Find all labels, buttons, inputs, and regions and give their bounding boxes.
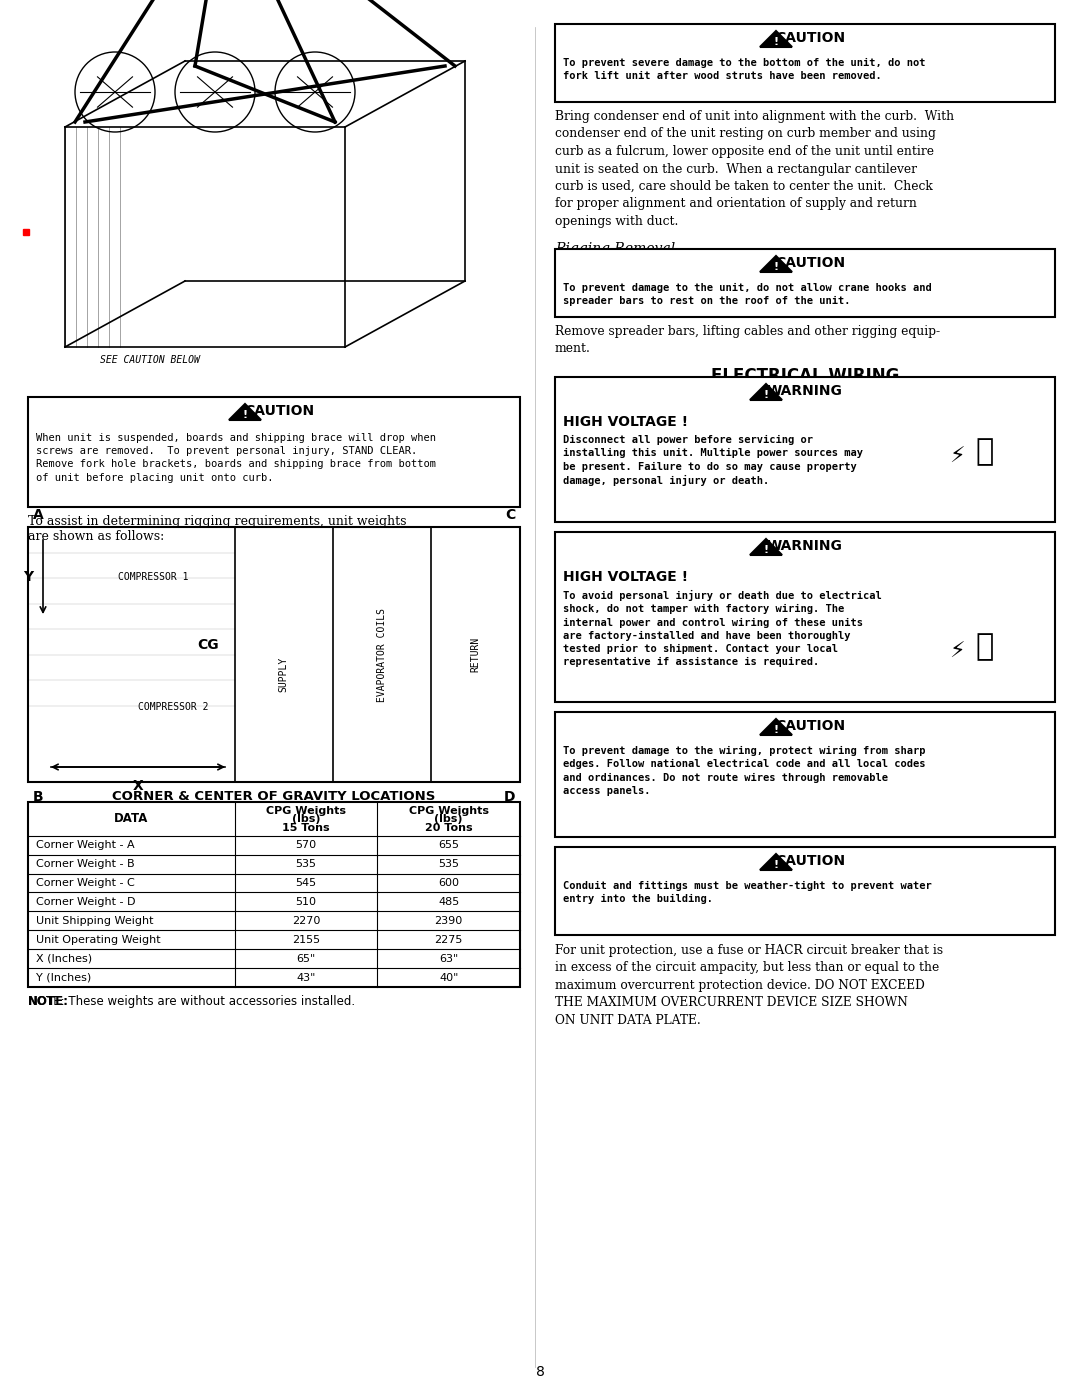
Polygon shape xyxy=(760,719,792,735)
Text: 570: 570 xyxy=(296,840,316,851)
Text: For unit protection, use a fuse or HACR circuit breaker that is
in excess of the: For unit protection, use a fuse or HACR … xyxy=(555,944,943,1027)
Text: CPG Weights: CPG Weights xyxy=(408,806,488,816)
Text: To assist in determining rigging requirements, unit weights
are shown as follows: To assist in determining rigging require… xyxy=(28,515,406,543)
Text: HIGH VOLTAGE !: HIGH VOLTAGE ! xyxy=(563,570,688,584)
Text: 40": 40" xyxy=(438,972,458,982)
Text: !: ! xyxy=(764,390,769,400)
Text: COMPRESSOR 1: COMPRESSOR 1 xyxy=(118,571,189,583)
Polygon shape xyxy=(760,31,792,47)
Bar xyxy=(28,527,519,782)
Text: ✋: ✋ xyxy=(976,633,994,662)
Text: Conduit and fittings must be weather-tight to prevent water
entry into the build: Conduit and fittings must be weather-tig… xyxy=(563,882,932,904)
Text: NOTE: These weights are without accessories installed.: NOTE: These weights are without accessor… xyxy=(28,995,355,1009)
Text: CG: CG xyxy=(197,638,218,652)
Bar xyxy=(28,397,519,507)
Text: 545: 545 xyxy=(296,879,316,888)
Text: CPG Weights: CPG Weights xyxy=(266,806,346,816)
Text: DATA: DATA xyxy=(114,813,149,826)
Text: 20 Tons: 20 Tons xyxy=(424,823,472,833)
Text: CAUTION: CAUTION xyxy=(775,31,845,45)
Text: WARNING: WARNING xyxy=(767,384,842,398)
Text: ELECTRICAL WIRING: ELECTRICAL WIRING xyxy=(711,367,900,386)
Text: Remove spreader bars, lifting cables and other rigging equip-
ment.: Remove spreader bars, lifting cables and… xyxy=(555,326,940,355)
Text: Corner Weight - C: Corner Weight - C xyxy=(36,879,135,888)
Polygon shape xyxy=(750,384,782,400)
Polygon shape xyxy=(229,404,261,420)
Text: Rigging Removal: Rigging Removal xyxy=(555,242,675,256)
Text: !: ! xyxy=(773,861,779,870)
Text: 65": 65" xyxy=(296,954,315,964)
Text: 8: 8 xyxy=(536,1365,544,1379)
Text: Disconnect all power before servicing or
installing this unit. Multiple power so: Disconnect all power before servicing or… xyxy=(563,434,863,486)
Text: 2390: 2390 xyxy=(434,916,463,926)
Text: 43": 43" xyxy=(296,972,315,982)
Text: RETURN: RETURN xyxy=(471,637,481,672)
Text: D: D xyxy=(503,789,515,805)
Text: ⚡: ⚡ xyxy=(949,447,964,467)
Text: 2275: 2275 xyxy=(434,935,463,944)
Text: X (Inches): X (Inches) xyxy=(36,954,92,964)
Text: 2155: 2155 xyxy=(292,935,320,944)
Text: 510: 510 xyxy=(296,897,316,907)
Text: Corner Weight - B: Corner Weight - B xyxy=(36,859,135,869)
Text: When unit is suspended, boards and shipping brace will drop when
screws are remo: When unit is suspended, boards and shipp… xyxy=(36,433,436,482)
Bar xyxy=(555,377,1055,522)
Polygon shape xyxy=(760,256,792,272)
Circle shape xyxy=(173,636,193,655)
Text: CAUTION: CAUTION xyxy=(775,256,845,270)
Text: 600: 600 xyxy=(438,879,459,888)
Text: !: ! xyxy=(773,725,779,735)
Text: Y (Inches): Y (Inches) xyxy=(36,972,91,982)
Text: To prevent damage to the wiring, protect wiring from sharp
edges. Follow nationa: To prevent damage to the wiring, protect… xyxy=(563,746,926,796)
Text: (lbs): (lbs) xyxy=(434,814,463,824)
Bar xyxy=(555,249,1055,317)
Text: 535: 535 xyxy=(438,859,459,869)
Text: Bring condenser end of unit into alignment with the curb.  With
condenser end of: Bring condenser end of unit into alignme… xyxy=(555,110,954,228)
Bar xyxy=(240,567,328,742)
Text: 63": 63" xyxy=(440,954,458,964)
Text: Corner Weight - D: Corner Weight - D xyxy=(36,897,135,907)
Text: SUPPLY: SUPPLY xyxy=(279,657,288,692)
Text: CAUTION: CAUTION xyxy=(244,404,314,418)
Polygon shape xyxy=(760,854,792,870)
Text: !: ! xyxy=(773,263,779,272)
Text: 535: 535 xyxy=(296,859,316,869)
Text: ⚡: ⚡ xyxy=(949,643,964,662)
Text: Unit Shipping Weight: Unit Shipping Weight xyxy=(36,916,153,926)
Text: Y: Y xyxy=(23,570,33,584)
Text: CAUTION: CAUTION xyxy=(775,719,845,733)
Bar xyxy=(555,532,1055,703)
Bar xyxy=(555,24,1055,102)
Text: NOTE:: NOTE: xyxy=(28,995,69,1009)
Text: 15 Tons: 15 Tons xyxy=(282,823,329,833)
Polygon shape xyxy=(750,539,782,555)
Text: !: ! xyxy=(242,409,247,420)
Text: 2270: 2270 xyxy=(292,916,320,926)
Text: ✋: ✋ xyxy=(976,437,994,467)
Text: !: ! xyxy=(773,36,779,47)
Text: X: X xyxy=(133,780,144,793)
Text: WARNING: WARNING xyxy=(767,539,842,553)
Text: Corner Weight - A: Corner Weight - A xyxy=(36,840,135,851)
Text: B: B xyxy=(33,789,43,805)
Text: Unit Operating Weight: Unit Operating Weight xyxy=(36,935,161,944)
Text: C: C xyxy=(504,509,515,522)
Text: CAUTION: CAUTION xyxy=(775,854,845,868)
Text: A: A xyxy=(33,509,44,522)
Text: COMPRESSOR 2: COMPRESSOR 2 xyxy=(138,703,208,712)
Text: EVAPORATOR COILS: EVAPORATOR COILS xyxy=(377,608,388,701)
Text: To prevent damage to the unit, do not allow crane hooks and
spreader bars to res: To prevent damage to the unit, do not al… xyxy=(563,284,932,306)
Text: (lbs): (lbs) xyxy=(292,814,321,824)
Bar xyxy=(555,847,1055,935)
Bar xyxy=(555,712,1055,837)
Text: HIGH VOLTAGE !: HIGH VOLTAGE ! xyxy=(563,415,688,429)
Text: To avoid personal injury or death due to electrical
shock, do not tamper with fa: To avoid personal injury or death due to… xyxy=(563,590,881,668)
Text: 485: 485 xyxy=(438,897,459,907)
Bar xyxy=(28,802,519,988)
Text: CORNER & CENTER OF GRAVITY LOCATIONS: CORNER & CENTER OF GRAVITY LOCATIONS xyxy=(112,789,435,803)
Text: To prevent severe damage to the bottom of the unit, do not
fork lift unit after : To prevent severe damage to the bottom o… xyxy=(563,59,926,81)
Text: 655: 655 xyxy=(438,840,459,851)
Text: !: ! xyxy=(764,545,769,555)
Text: SEE CAUTION BELOW: SEE CAUTION BELOW xyxy=(100,355,200,365)
